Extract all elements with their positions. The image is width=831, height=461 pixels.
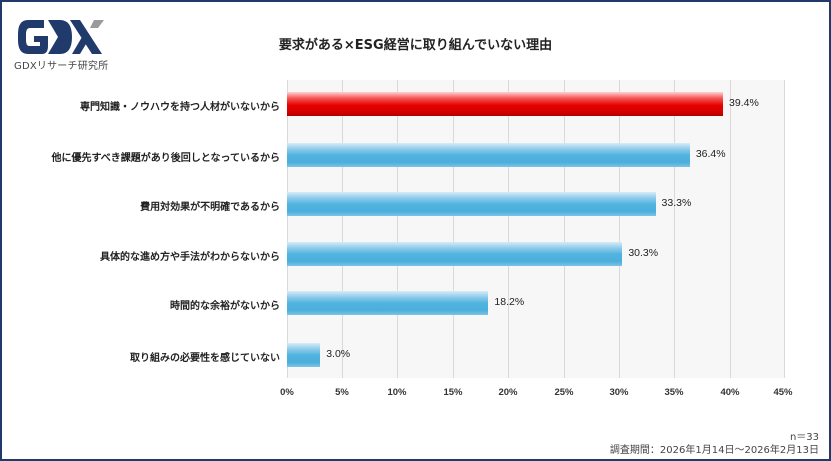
value-label: 18.2% <box>494 296 525 308</box>
gridline <box>287 80 288 378</box>
category-label: 取り組みの必要性を感じていない <box>130 353 280 364</box>
survey-period: 調査期間：2026年1月14日～2026年2月13日 <box>609 445 819 456</box>
x-tick: 5% <box>335 387 349 398</box>
category-label: 時間的な余裕がないから <box>170 301 280 312</box>
category-label: 他に優先すべき課題があり後回しとなっているから <box>51 153 281 164</box>
gdx-logo-icon <box>18 20 104 54</box>
gridline <box>453 80 454 378</box>
value-label: 36.4% <box>695 148 726 160</box>
x-tick: 25% <box>554 387 574 398</box>
x-tick: 15% <box>443 387 463 398</box>
x-tick: 20% <box>498 387 518 398</box>
x-tick: 40% <box>720 387 740 398</box>
value-label: 39.4% <box>729 97 759 109</box>
bar <box>287 92 724 116</box>
gridline <box>619 80 620 378</box>
gridline <box>730 80 731 378</box>
x-tick: 35% <box>664 387 684 398</box>
plot-area: 39.4% 36.4% 33.3% 30.3% 18.2% 3.0% <box>287 80 785 378</box>
x-tick: 0% <box>280 387 294 398</box>
value-label: 33.3% <box>661 197 692 209</box>
x-tick: 10% <box>387 387 407 398</box>
category-label: 費用対効果が不明確であるから <box>140 202 280 213</box>
gridline <box>397 80 398 378</box>
gridline <box>564 80 565 378</box>
category-label: 専門知識・ノウハウを持つ人材がいないから <box>80 102 280 113</box>
sample-size: n＝33 <box>789 432 819 443</box>
gridline <box>674 80 675 378</box>
value-label: 3.0% <box>326 348 351 360</box>
category-label: 具体的な進め方や手法がわからないから <box>100 252 280 263</box>
bar <box>287 192 656 216</box>
value-label: 30.3% <box>628 247 659 259</box>
bar <box>287 343 321 367</box>
bar <box>287 143 690 167</box>
gridline <box>342 80 343 378</box>
x-tick: 45% <box>773 387 793 398</box>
bar <box>287 291 489 315</box>
gridline <box>508 80 509 378</box>
chart-title: 要求がある×ESG経営に取り組んでいない理由 <box>278 38 553 53</box>
gridline <box>784 80 785 378</box>
x-tick: 30% <box>609 387 629 398</box>
logo-subtitle: GDXリサーチ研究所 <box>14 61 109 72</box>
bar <box>287 242 623 266</box>
